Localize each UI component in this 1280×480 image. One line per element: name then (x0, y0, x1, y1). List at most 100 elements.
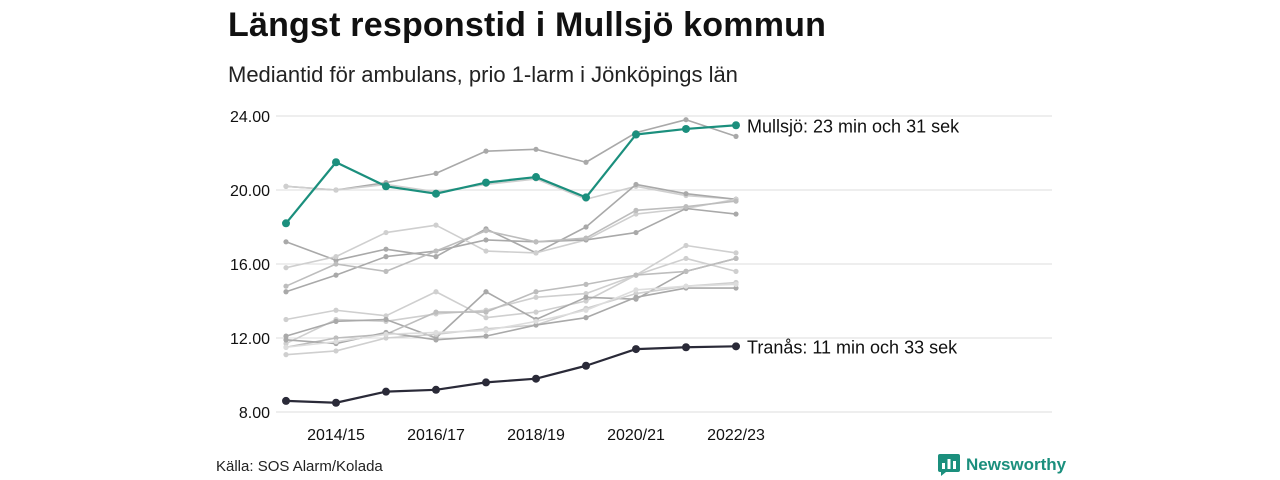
mullsj-series-point-6 (582, 193, 590, 202)
background-series-8-line (285, 257, 737, 339)
mullsj-series-point-3 (432, 189, 440, 198)
chart-subtitle: Mediantid för ambulans, prio 1-larm i Jö… (228, 62, 738, 87)
x-tick-label-1: 2016/17 (407, 427, 465, 444)
background-series-12-point-5 (533, 318, 539, 324)
background-series-7-line (285, 257, 737, 321)
background-series-10-point-1 (333, 348, 339, 354)
background-series-7-point-3 (433, 289, 439, 295)
x-axis: 2014/15 2016/17 2018/19 2020/21 2022/23 (307, 427, 765, 444)
background-series-5-point-1 (333, 261, 339, 267)
mullsj-series-point-0 (282, 219, 290, 228)
trans-series-point-3 (432, 385, 440, 394)
background-series-12-point-9 (733, 281, 739, 287)
background-series-7 (283, 255, 739, 323)
background-series-5-point-9 (733, 198, 739, 204)
background-series-9-point-6 (583, 281, 589, 287)
background-series-3-point-4 (483, 248, 489, 254)
x-tick-label-3: 2020/21 (607, 427, 665, 444)
y-axis: 8.00 12.00 16.00 20.00 24.00 (230, 109, 270, 422)
background-series (283, 117, 739, 358)
background-series-5-point-5 (533, 239, 539, 245)
background-series-3-point-5 (533, 250, 539, 256)
x-tick-label-4: 2022/23 (707, 427, 765, 444)
background-series-11-point-5 (533, 322, 539, 328)
background-series-7-point-9 (733, 268, 739, 274)
background-series-11-point-4 (483, 333, 489, 339)
background-series-12-point-0 (283, 344, 289, 350)
background-series-2-point-0 (283, 239, 289, 245)
background-series-12-point-1 (333, 339, 339, 345)
background-series-0-line (285, 118, 737, 191)
background-series-9-point-8 (683, 268, 689, 274)
trans-series-point-5 (532, 374, 540, 383)
trans-series-point-6 (582, 361, 590, 370)
background-series-10-point-0 (283, 352, 289, 358)
background-series-12-point-3 (433, 329, 439, 336)
background-series-12-point-7 (633, 287, 639, 293)
y-tick-label-1: 12.00 (230, 331, 270, 348)
gridlines (276, 115, 1052, 413)
background-series-7-point-8 (683, 255, 689, 262)
background-series-4-point-4 (483, 237, 489, 243)
background-series-10-point-2 (383, 335, 389, 341)
annotation-trans: Tranås: 11 min och 33 sek (747, 337, 958, 357)
background-series-11-point-3 (433, 337, 439, 343)
background-series-9-point-3 (433, 309, 439, 315)
background-series-12-line (285, 283, 737, 349)
background-series-6-point-6 (583, 291, 589, 297)
background-series-3-point-2 (383, 229, 389, 236)
mullsj-series-point-5 (532, 173, 540, 182)
brand-logo: Newsworthy (938, 454, 1066, 476)
background-series-4 (283, 205, 739, 295)
trans-series-point-7 (632, 345, 640, 354)
background-series-0-point-6 (583, 159, 589, 165)
background-series-5-point-8 (683, 204, 689, 210)
mullsj-series-point-2 (382, 182, 390, 191)
annotation-mullsj: Mullsjö: 23 min och 31 sek (747, 116, 960, 136)
mullsj-series-point-1 (332, 158, 340, 167)
background-series-7-point-4 (483, 315, 489, 321)
background-series-9-line (285, 257, 737, 349)
background-series-8-point-6 (583, 294, 589, 300)
background-series-2-point-3 (433, 254, 439, 260)
background-series-11-point-7 (633, 294, 639, 300)
background-series-5-point-2 (383, 268, 389, 274)
mullsj-series-line (285, 124, 737, 224)
background-series-11-point-9 (733, 285, 739, 291)
x-tick-label-0: 2014/15 (307, 427, 365, 444)
background-series-4-point-7 (633, 229, 639, 236)
background-series-7-point-6 (583, 298, 589, 304)
background-series-6-line (285, 244, 737, 345)
background-series-9-point-4 (483, 309, 489, 315)
trans-series-line (285, 345, 737, 404)
background-series-5-point-7 (633, 207, 639, 213)
background-series-8-point-2 (383, 316, 389, 323)
background-series-11-point-6 (583, 315, 589, 321)
bar-chart-icon (938, 454, 960, 476)
background-series-7-point-2 (383, 313, 389, 319)
background-series-9-point-9 (733, 255, 739, 262)
background-series-4-point-0 (283, 289, 289, 295)
trans-series-point-8 (682, 343, 690, 352)
background-series-5 (283, 198, 739, 289)
background-series-2-point-1 (333, 257, 339, 263)
background-series-8-point-1 (333, 318, 339, 324)
background-series-1-point-1 (333, 187, 339, 193)
background-series-2-point-7 (633, 181, 639, 188)
background-series-0-point-5 (533, 146, 539, 152)
trans-series-point-4 (482, 378, 490, 387)
background-series-6-point-9 (733, 250, 739, 256)
source-note: Källa: SOS Alarm/Kolada (216, 458, 383, 475)
y-tick-label-4: 24.00 (230, 109, 270, 126)
background-series-2-point-6 (583, 224, 589, 230)
mullsj-series-point-9 (732, 121, 740, 130)
background-series-2-point-8 (683, 191, 689, 197)
background-series-6-point-8 (683, 242, 689, 249)
background-series-10-line (285, 281, 737, 356)
y-tick-label-2: 16.00 (230, 257, 270, 274)
background-series-5-point-0 (283, 283, 289, 289)
background-series-9-point-7 (633, 272, 639, 278)
background-series-11-line (285, 287, 736, 345)
background-series-9-point-5 (533, 289, 539, 295)
background-series-3-point-3 (433, 222, 439, 228)
